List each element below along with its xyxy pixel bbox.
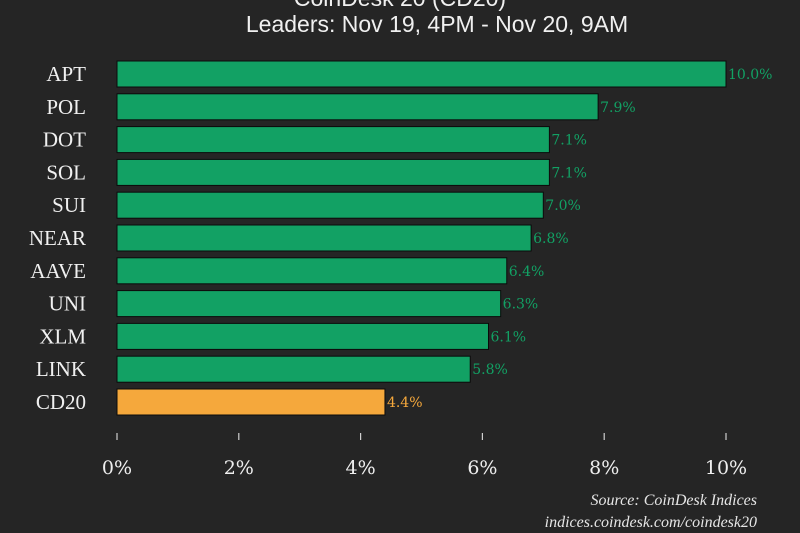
value-label: 7.9% — [600, 100, 636, 116]
value-label: 6.1% — [490, 329, 526, 345]
value-label: 5.8% — [472, 362, 508, 378]
bar-aave — [116, 257, 508, 285]
category-label: LINK — [36, 357, 86, 381]
bar-pol — [116, 93, 599, 121]
x-tick-label: 4% — [346, 457, 376, 479]
category-label: POL — [46, 95, 86, 119]
chart-subtitle: Leaders: Nov 19, 4PM - Nov 20, 9AM — [246, 11, 628, 37]
bar-sui — [116, 191, 544, 219]
bar-uni — [116, 290, 502, 318]
bar-apt — [116, 60, 727, 88]
value-label: 7.1% — [551, 165, 587, 181]
value-label: 10.0% — [728, 67, 772, 83]
bar-dot — [116, 126, 550, 154]
chart-title: CoinDesk 20 (CD20) — [294, 0, 506, 11]
category-label: DOT — [43, 128, 86, 152]
category-label: SUI — [52, 193, 86, 217]
value-label: 6.4% — [509, 264, 545, 280]
category-label: AAVE — [30, 259, 86, 283]
source-url: indices.coindesk.com/coindesk20 — [545, 514, 757, 531]
bar-near — [116, 224, 532, 252]
x-tick-label: 10% — [705, 457, 747, 479]
x-tick-label: 0% — [102, 457, 132, 479]
bar-cd20 — [116, 388, 386, 416]
bar-link — [116, 355, 471, 383]
category-label: NEAR — [29, 226, 86, 250]
x-tick-label: 2% — [224, 457, 254, 479]
value-label: 7.1% — [551, 133, 587, 149]
value-label: 4.4% — [387, 395, 423, 411]
category-label: UNI — [49, 292, 86, 316]
category-label: SOL — [46, 160, 86, 184]
x-tick-label: 8% — [589, 457, 619, 479]
bar-xlm — [116, 322, 489, 350]
source-note: Source: CoinDesk Indices — [591, 492, 757, 509]
category-label: XLM — [39, 324, 86, 348]
value-label: 6.8% — [533, 231, 569, 247]
category-label: CD20 — [36, 390, 86, 414]
value-label: 7.0% — [545, 198, 581, 214]
category-label: APT — [46, 62, 86, 86]
x-tick-label: 6% — [467, 457, 497, 479]
bar-sol — [116, 158, 550, 186]
value-label: 6.3% — [503, 297, 539, 313]
